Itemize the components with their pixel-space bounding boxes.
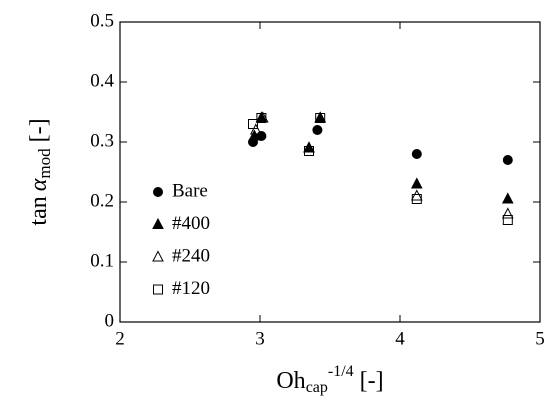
x-label-sup: -1/4 bbox=[328, 363, 354, 380]
y-axis-label: tan αmod [-] bbox=[26, 118, 54, 225]
data-point bbox=[248, 119, 258, 129]
legend-label: Bare bbox=[172, 180, 208, 201]
x-tick-label: 5 bbox=[535, 328, 545, 349]
data-point bbox=[248, 129, 261, 141]
x-label-main: Oh bbox=[276, 368, 305, 394]
legend-marker bbox=[153, 284, 163, 295]
data-point bbox=[303, 141, 315, 153]
legend-label: #400 bbox=[172, 213, 210, 234]
plot-frame bbox=[119, 21, 541, 323]
data-point bbox=[256, 113, 267, 123]
legend-marker bbox=[152, 250, 164, 262]
x-axis-label: Ohcap-1/4 [-] bbox=[276, 363, 383, 396]
legend-label: #120 bbox=[172, 278, 210, 299]
x-tick-label: 3 bbox=[255, 328, 265, 349]
y-tick-label: 0.1 bbox=[90, 250, 114, 271]
legend-marker bbox=[152, 217, 164, 229]
data-point bbox=[315, 113, 326, 123]
legend-marker bbox=[153, 187, 163, 197]
y-label-greek: α bbox=[26, 178, 52, 191]
y-tick-label: 0.5 bbox=[90, 10, 114, 31]
y-label-main: tan bbox=[26, 196, 52, 225]
legend-label: #240 bbox=[172, 245, 210, 266]
data-point bbox=[501, 207, 514, 219]
data-point bbox=[502, 215, 513, 225]
x-tick-label: 2 bbox=[115, 328, 125, 349]
y-label-tail: [-] bbox=[26, 118, 52, 148]
y-tick-label: 0 bbox=[105, 310, 115, 331]
y-tick-label: 0.3 bbox=[90, 130, 114, 151]
data-point bbox=[411, 194, 422, 204]
data-point bbox=[410, 189, 423, 201]
y-tick-label: 0.4 bbox=[90, 70, 114, 91]
x-tick-label: 4 bbox=[395, 328, 405, 349]
data-point bbox=[304, 146, 314, 156]
y-label-sub: mod bbox=[35, 148, 54, 179]
data-point bbox=[501, 192, 514, 204]
x-label-tail: [-] bbox=[354, 368, 384, 394]
data-point bbox=[502, 155, 513, 165]
x-label-sub: cap bbox=[306, 379, 328, 396]
y-tick-label: 0.2 bbox=[90, 190, 114, 211]
data-point bbox=[312, 125, 323, 135]
data-point bbox=[411, 149, 422, 159]
data-point bbox=[410, 177, 423, 189]
data-point bbox=[249, 123, 262, 135]
data-point bbox=[303, 141, 315, 153]
